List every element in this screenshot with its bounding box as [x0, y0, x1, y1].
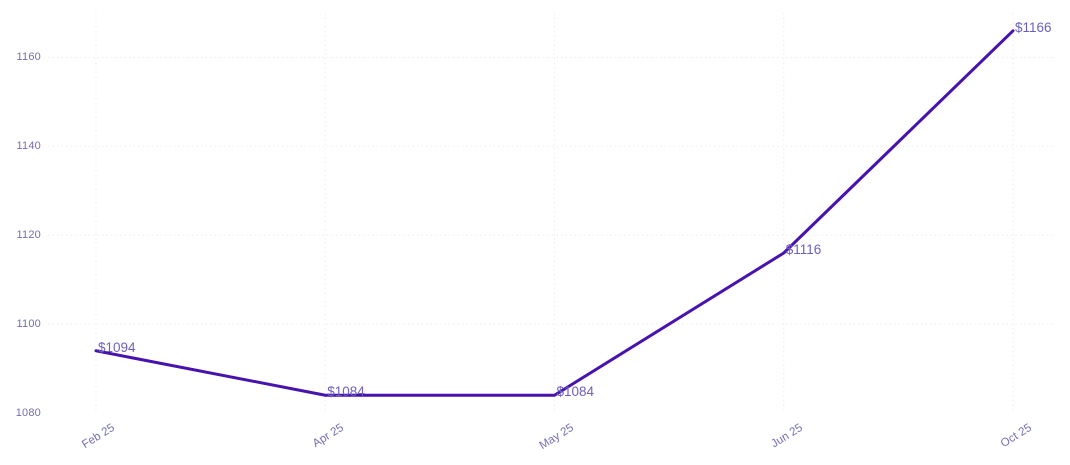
- price-line: [94, 29, 1015, 397]
- y-axis-tick-label: 1100: [16, 318, 41, 331]
- data-point-label: $1084: [556, 384, 595, 400]
- y-axis-tick-label: 1160: [16, 51, 41, 64]
- data-point-label: $1084: [327, 384, 365, 400]
- y-axis-tick-label: 1140: [16, 140, 41, 153]
- data-point-label: $1166: [1015, 19, 1052, 35]
- y-axis-tick-label: 1120: [16, 229, 41, 242]
- data-point-label: $1116: [785, 242, 822, 257]
- y-axis-tick-label: 1080: [15, 407, 41, 419]
- data-point-label: $1094: [98, 339, 136, 355]
